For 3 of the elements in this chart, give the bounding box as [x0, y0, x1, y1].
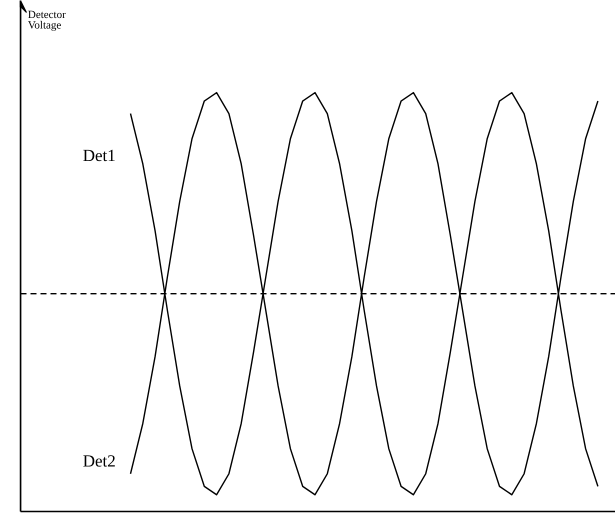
series-label: Det2 — [82, 452, 116, 471]
series-label: Det1 — [82, 146, 116, 165]
text: Detector Voltage — [28, 8, 66, 32]
